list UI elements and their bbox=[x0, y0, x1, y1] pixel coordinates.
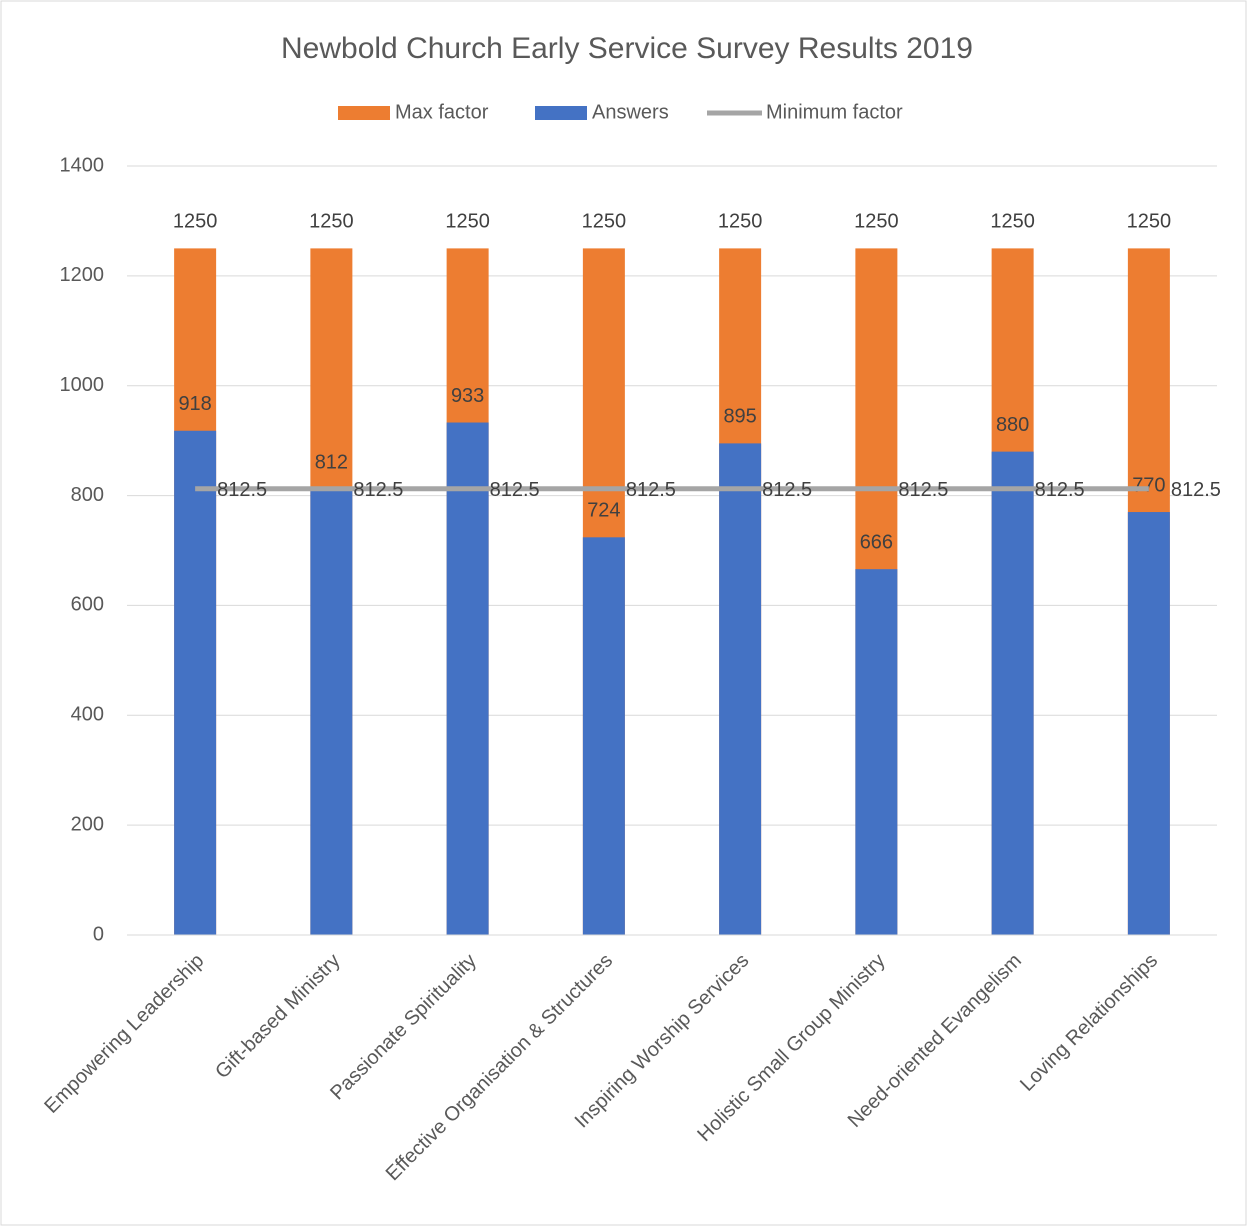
bar bbox=[719, 443, 762, 935]
data-label: 812 bbox=[315, 451, 348, 473]
legend-label: Max factor bbox=[395, 101, 489, 123]
data-label: 724 bbox=[587, 500, 620, 522]
legend-label: Answers bbox=[592, 101, 669, 123]
y-tick-label: 1000 bbox=[60, 374, 105, 396]
y-tick-label: 600 bbox=[71, 594, 104, 616]
y-tick-label: 200 bbox=[71, 813, 104, 835]
data-label: 812.5 bbox=[898, 479, 948, 501]
data-label: 812.5 bbox=[1035, 479, 1085, 501]
data-label: 1250 bbox=[445, 211, 490, 233]
data-label: 1250 bbox=[309, 211, 354, 233]
bar bbox=[1127, 512, 1170, 935]
bar bbox=[582, 537, 625, 935]
data-label: 812.5 bbox=[1171, 479, 1221, 501]
y-tick-label: 1200 bbox=[60, 264, 105, 286]
data-label: 812.5 bbox=[762, 479, 812, 501]
bar bbox=[991, 451, 1034, 935]
data-label: 812.5 bbox=[626, 479, 676, 501]
y-tick-label: 400 bbox=[71, 704, 104, 726]
bar bbox=[855, 569, 898, 935]
bar bbox=[446, 422, 489, 935]
data-label: 812.5 bbox=[353, 479, 403, 501]
data-label: 812.5 bbox=[490, 479, 540, 501]
data-label: 1250 bbox=[582, 211, 627, 233]
data-label: 895 bbox=[723, 406, 756, 428]
data-label: 770 bbox=[1132, 474, 1165, 496]
data-label: 812.5 bbox=[217, 479, 267, 501]
data-label: 1250 bbox=[1127, 211, 1172, 233]
data-label: 918 bbox=[178, 393, 211, 415]
legend-label: Minimum factor bbox=[766, 101, 903, 123]
chart-title: Newbold Church Early Service Survey Resu… bbox=[281, 32, 973, 65]
data-label: 1250 bbox=[173, 211, 218, 233]
y-tick-label: 0 bbox=[93, 923, 104, 945]
data-label: 1250 bbox=[718, 211, 763, 233]
legend-swatch bbox=[535, 106, 587, 120]
data-label: 666 bbox=[860, 531, 893, 553]
legend-swatch bbox=[338, 106, 390, 120]
data-label: 1250 bbox=[854, 211, 899, 233]
data-label: 933 bbox=[451, 385, 484, 407]
data-label: 880 bbox=[996, 414, 1029, 436]
y-tick-label: 800 bbox=[71, 484, 104, 506]
y-tick-label: 1400 bbox=[60, 154, 105, 176]
bar bbox=[174, 430, 217, 935]
data-label: 1250 bbox=[990, 211, 1035, 233]
bar bbox=[310, 488, 353, 935]
